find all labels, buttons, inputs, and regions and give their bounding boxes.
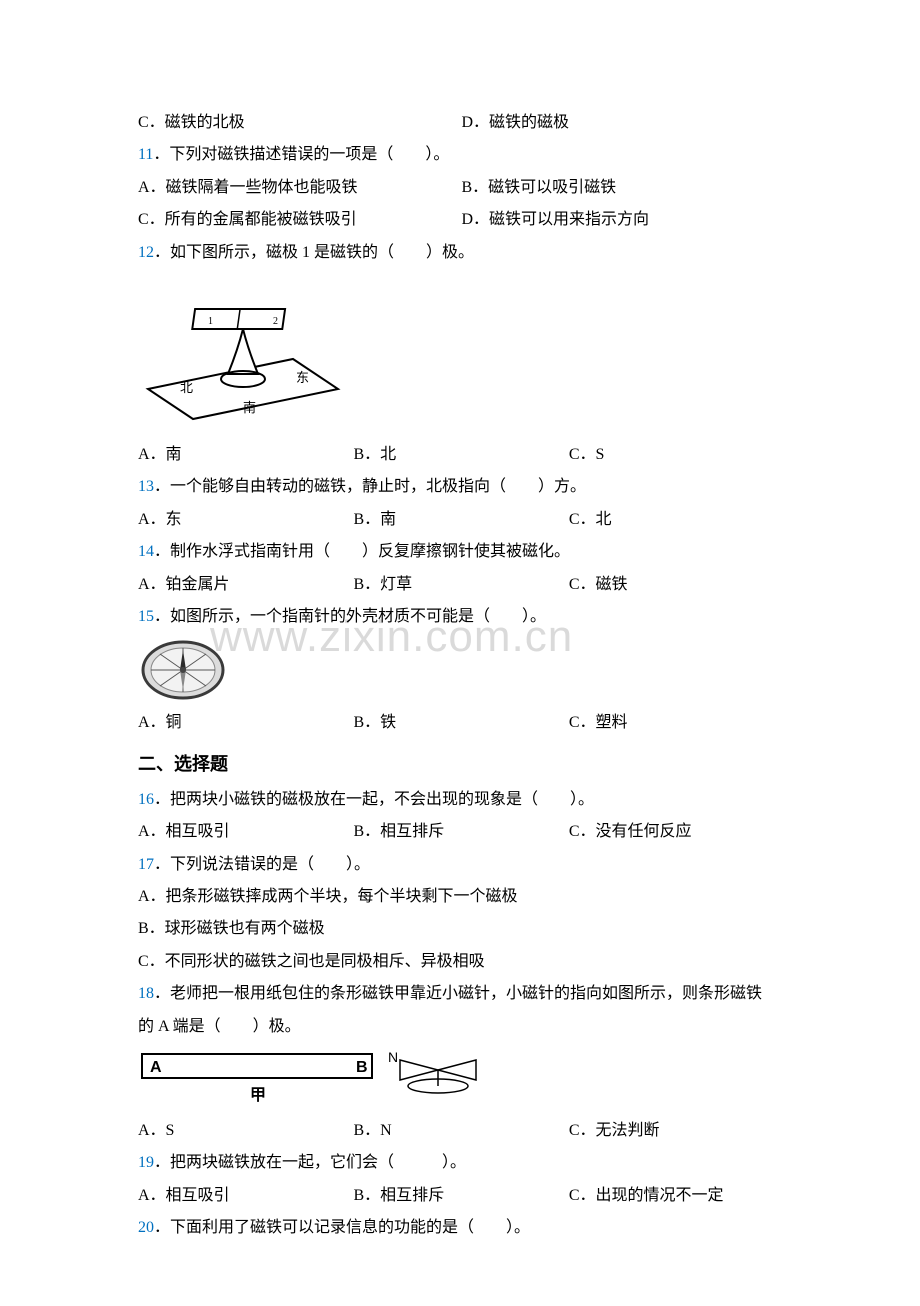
q15-figure (138, 638, 785, 702)
q12-opt-b: B．北 (353, 440, 568, 470)
q14-opt-a: A．铂金属片 (138, 570, 353, 600)
bar-label-jia: 甲 (250, 1086, 266, 1104)
q16-opt-a: A．相互吸引 (138, 817, 353, 847)
q17-text: ．下列说法错误的是（ ）。 (154, 856, 370, 873)
q15-opt-b: B．铁 (353, 708, 568, 738)
q13-opt-a: A．东 (138, 505, 353, 535)
q12-opt-c: C．S (569, 440, 784, 470)
q19-stem: 19．把两块磁铁放在一起，它们会（ ）。 (138, 1148, 785, 1178)
q12-opts: A．南 B．北 C．S (138, 440, 785, 470)
q17-stem: 17．下列说法错误的是（ ）。 (138, 850, 785, 880)
q13-stem: 13．一个能够自由转动的磁铁，静止时，北极指向（ ）方。 (138, 472, 785, 502)
page-content: C．磁铁的北极 D．磁铁的磁极 11．下列对磁铁描述错误的一项是（ ）。 A．磁… (138, 108, 785, 1244)
q18-opt-b: B．N (353, 1116, 568, 1146)
q15-text: ．如图所示，一个指南针的外壳材质不可能是（ ）。 (154, 608, 546, 625)
compass-icon (138, 638, 228, 702)
q14-stem: 14．制作水浮式指南针用（ ）反复摩擦钢针使其被磁化。 (138, 537, 785, 567)
q16-text: ．把两块小磁铁的磁极放在一起，不会出现的现象是（ ）。 (154, 791, 594, 808)
q11-opts-ab: A．磁铁隔着一些物体也能吸铁 B．磁铁可以吸引磁铁 (138, 173, 785, 203)
q16-opt-b: B．相互排斥 (353, 817, 568, 847)
q12-num: 12 (138, 244, 154, 261)
svg-text:南: 南 (243, 400, 256, 415)
q14-text: ．制作水浮式指南针用（ ）反复摩擦钢针使其被磁化。 (154, 543, 570, 560)
q13-opt-b: B．南 (353, 505, 568, 535)
q16-num: 16 (138, 791, 154, 808)
q18-num: 18 (138, 985, 154, 1002)
q12-stem: 12．如下图所示，磁极 1 是磁铁的（ ）极。 (138, 238, 785, 268)
q15-stem: 15．如图所示，一个指南针的外壳材质不可能是（ ）。 (138, 602, 785, 632)
q18-stem-1: 18．老师把一根用纸包住的条形磁铁甲靠近小磁针，小磁针的指向如图所示，则条形磁铁 (138, 979, 785, 1009)
q11-text: ．下列对磁铁描述错误的一项是（ ）。 (153, 146, 449, 163)
q18-figure: A B 甲 N (138, 1048, 785, 1110)
svg-text:2: 2 (273, 316, 278, 327)
q19-opt-c: C．出现的情况不一定 (569, 1181, 784, 1211)
q14-num: 14 (138, 543, 154, 560)
q19-text: ．把两块磁铁放在一起，它们会（ ）。 (154, 1154, 466, 1171)
q16-opts: A．相互吸引 B．相互排斥 C．没有任何反应 (138, 817, 785, 847)
q14-opt-c: C．磁铁 (569, 570, 784, 600)
q13-text: ．一个能够自由转动的磁铁，静止时，北极指向（ ）方。 (154, 478, 586, 495)
q13-opts: A．东 B．南 C．北 (138, 505, 785, 535)
q13-opt-c: C．北 (569, 505, 784, 535)
q15-opts: A．铜 B．铁 C．塑料 (138, 708, 785, 738)
magnet-stand-icon: 1 2 北 东 南 (138, 274, 348, 434)
q19-opt-b: B．相互排斥 (353, 1181, 568, 1211)
q18-opt-a: A．S (138, 1116, 353, 1146)
q10-opt-c: C．磁铁的北极 (138, 108, 462, 138)
q20-num: 20 (138, 1219, 154, 1236)
q12-figure: 1 2 北 东 南 (138, 274, 785, 434)
q15-num: 15 (138, 608, 154, 625)
q10-opt-d: D．磁铁的磁极 (462, 108, 786, 138)
q11-num: 11 (138, 146, 153, 163)
q12-opt-a: A．南 (138, 440, 353, 470)
bar-label-a: A (150, 1059, 162, 1076)
q11-stem: 11．下列对磁铁描述错误的一项是（ ）。 (138, 140, 785, 170)
q11-opt-a: A．磁铁隔着一些物体也能吸铁 (138, 173, 462, 203)
bar-magnet-needle-icon: A B 甲 N (138, 1048, 478, 1110)
q20-text: ．下面利用了磁铁可以记录信息的功能的是（ ）。 (154, 1219, 530, 1236)
q16-opt-c: C．没有任何反应 (569, 817, 784, 847)
q11-opt-b: B．磁铁可以吸引磁铁 (462, 173, 786, 203)
q12-text: ．如下图所示，磁极 1 是磁铁的（ ）极。 (154, 244, 474, 261)
q18-opt-c: C．无法判断 (569, 1116, 784, 1146)
q16-stem: 16．把两块小磁铁的磁极放在一起，不会出现的现象是（ ）。 (138, 785, 785, 815)
q18-stem-2: 的 A 端是（ ）极。 (138, 1012, 785, 1042)
section-2-title: 二、选择题 (138, 747, 785, 781)
q19-opt-a: A．相互吸引 (138, 1181, 353, 1211)
q11-opt-c: C．所有的金属都能被磁铁吸引 (138, 205, 462, 235)
q19-opts: A．相互吸引 B．相互排斥 C．出现的情况不一定 (138, 1181, 785, 1211)
q13-num: 13 (138, 478, 154, 495)
q17-opt-b: B．球形磁铁也有两个磁极 (138, 914, 785, 944)
q11-opt-d: D．磁铁可以用来指示方向 (462, 205, 786, 235)
svg-text:1: 1 (208, 316, 213, 327)
q10-opts-cd: C．磁铁的北极 D．磁铁的磁极 (138, 108, 785, 138)
q11-opts-cd: C．所有的金属都能被磁铁吸引 D．磁铁可以用来指示方向 (138, 205, 785, 235)
q18-text-1: ．老师把一根用纸包住的条形磁铁甲靠近小磁针，小磁针的指向如图所示，则条形磁铁 (154, 985, 762, 1002)
q14-opt-b: B．灯草 (353, 570, 568, 600)
q15-opt-c: C．塑料 (569, 708, 784, 738)
q19-num: 19 (138, 1154, 154, 1171)
q15-opt-a: A．铜 (138, 708, 353, 738)
bar-label-b: B (356, 1059, 368, 1076)
q20-stem: 20．下面利用了磁铁可以记录信息的功能的是（ ）。 (138, 1213, 785, 1243)
q17-opt-a: A．把条形磁铁摔成两个半块，每个半块剩下一个磁极 (138, 882, 785, 912)
q18-opts: A．S B．N C．无法判断 (138, 1116, 785, 1146)
q17-num: 17 (138, 856, 154, 873)
needle-label-n: N (388, 1049, 398, 1065)
q17-opt-c: C．不同形状的磁铁之间也是同极相斥、异极相吸 (138, 947, 785, 977)
q14-opts: A．铂金属片 B．灯草 C．磁铁 (138, 570, 785, 600)
svg-text:北: 北 (180, 380, 193, 395)
svg-text:东: 东 (296, 370, 309, 385)
